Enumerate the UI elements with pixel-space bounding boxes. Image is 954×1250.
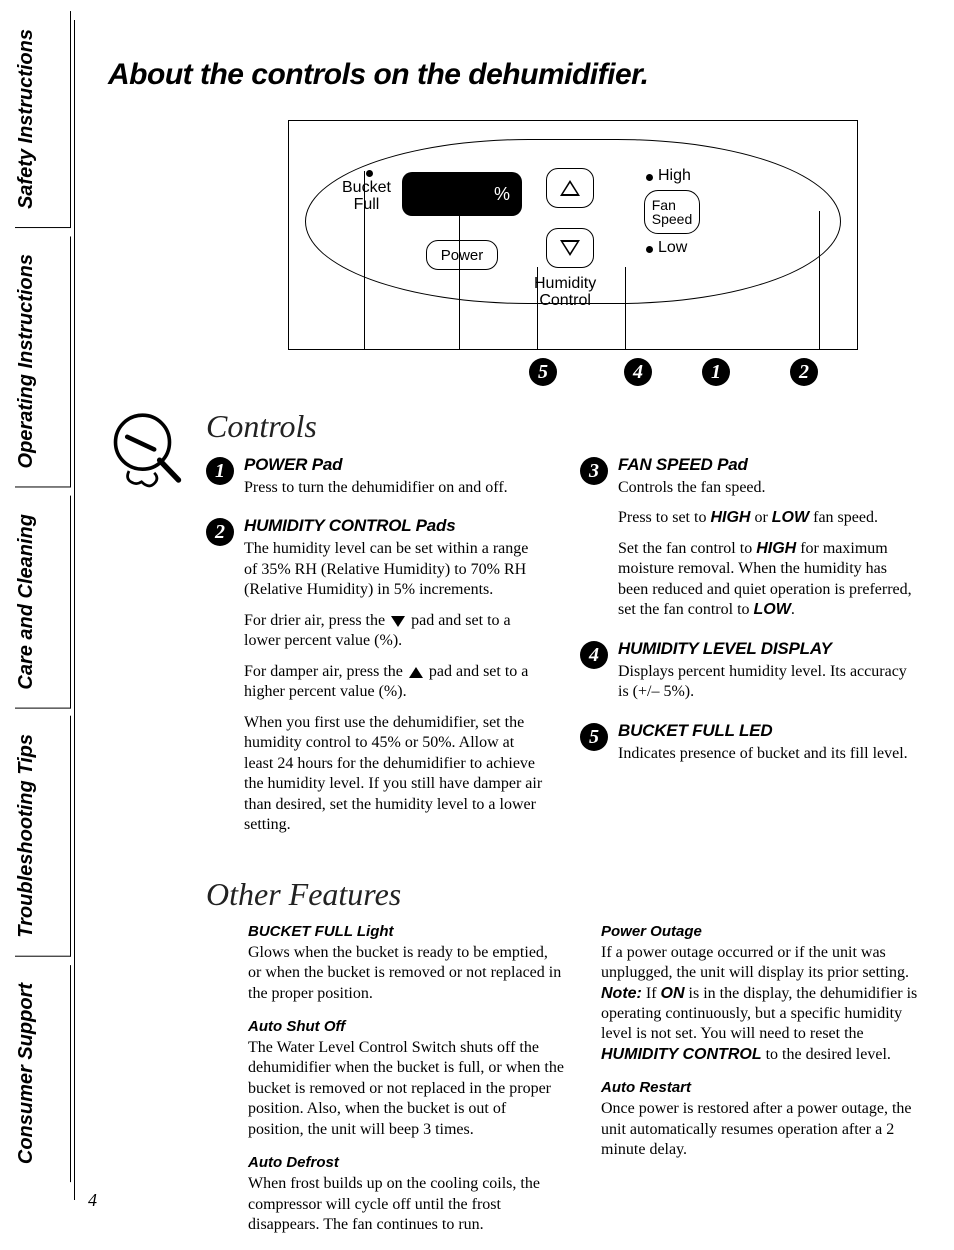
feat-bucket-full-text: Glows when the bucket is ready to be emp… — [248, 943, 565, 1004]
humidity-para-3: For damper air, press the pad and set to… — [244, 662, 544, 703]
triangle-down-icon — [391, 616, 405, 627]
leader-5 — [364, 171, 365, 349]
triangle-down-icon — [560, 240, 580, 256]
fan-speed-p2: Press to set to HIGH or LOW fan speed. — [618, 508, 918, 528]
fan-speed-button[interactable]: Fan Speed — [644, 190, 700, 234]
badge-4: 4 — [580, 641, 608, 669]
feat-power-outage-title: Power Outage — [601, 923, 918, 940]
fan-speed-p3: Set the fan control to HIGH for maximum … — [618, 539, 918, 621]
humidity-para-2: For drier air, press the pad and set to … — [244, 611, 544, 652]
feat-bucket-full-title: BUCKET FULL Light — [248, 923, 565, 940]
callout-2: 2 — [790, 358, 818, 386]
low-label: Low — [658, 240, 687, 257]
other-features-heading: Other Features — [206, 876, 918, 913]
bucket-full-label: Bucket Full — [342, 180, 391, 214]
power-button[interactable]: Power — [426, 240, 498, 270]
control-panel-diagram: Bucket Full % Power Humidity Control Hig… — [288, 120, 858, 400]
controls-heading: Controls — [206, 408, 918, 445]
leader-4 — [459, 203, 460, 349]
humidity-display-title: HUMIDITY LEVEL DISPLAY — [618, 639, 918, 659]
leader-1 — [537, 267, 538, 349]
tab-consumer-support: Consumer Support — [15, 965, 71, 1182]
humidity-para-4: When you first use the dehumidifier, set… — [244, 713, 544, 836]
badge-1: 1 — [206, 457, 234, 485]
humidity-para-1: The humidity level can be set within a r… — [244, 539, 544, 600]
badge-5: 5 — [580, 723, 608, 751]
fan-speed-p1: Controls the fan speed. — [618, 478, 918, 498]
bucket-led-title: BUCKET FULL LED — [618, 721, 918, 741]
divider-line — [74, 20, 75, 1200]
bucket-full-led-dot — [366, 170, 373, 177]
humidity-display-text: Displays percent humidity level. Its acc… — [618, 662, 918, 703]
badge-3: 3 — [580, 457, 608, 485]
humidity-control-label: Humidity Control — [534, 276, 596, 310]
feat-auto-defrost-title: Auto Defrost — [248, 1154, 565, 1171]
power-pad-text: Press to turn the dehumidifier on and of… — [244, 478, 544, 498]
feat-auto-restart-text: Once power is restored after a power out… — [601, 1099, 918, 1160]
humidity-up-button[interactable] — [546, 168, 594, 208]
high-led-dot — [646, 174, 653, 181]
tab-troubleshooting: Troubleshooting Tips — [15, 716, 71, 957]
badge-2: 2 — [206, 518, 234, 546]
low-led-dot — [646, 246, 653, 253]
feat-auto-restart-title: Auto Restart — [601, 1079, 918, 1096]
high-label: High — [658, 168, 691, 185]
page-title: About the controls on the dehumidifier. — [108, 58, 918, 92]
page-number: 4 — [88, 1190, 97, 1211]
side-nav-tabs: Consumer Support Troubleshooting Tips Ca… — [15, 40, 71, 1190]
fan-speed-title: FAN SPEED Pad — [618, 455, 918, 475]
humidity-down-button[interactable] — [546, 228, 594, 268]
bucket-led-text: Indicates presence of bucket and its fil… — [618, 744, 918, 764]
feat-auto-defrost-text: When frost builds up on the cooling coil… — [248, 1174, 565, 1235]
callout-1: 1 — [702, 358, 730, 386]
callout-4: 4 — [624, 358, 652, 386]
tab-safety: Safety Instructions — [15, 11, 71, 228]
feat-power-outage-text: If a power outage occurred or if the uni… — [601, 943, 918, 1066]
feat-auto-shutoff-text: The Water Level Control Switch shuts off… — [248, 1038, 565, 1140]
leader-2 — [625, 267, 626, 349]
tab-operating: Operating Instructions — [15, 236, 71, 487]
tab-care-cleaning: Care and Cleaning — [15, 496, 71, 709]
feat-auto-shutoff-title: Auto Shut Off — [248, 1018, 565, 1035]
leader-3 — [819, 211, 820, 349]
triangle-up-icon — [560, 180, 580, 196]
triangle-up-icon — [409, 667, 423, 678]
humidity-display: % — [402, 172, 522, 216]
callout-5: 5 — [529, 358, 557, 386]
power-pad-title: POWER Pad — [244, 455, 544, 475]
humidity-pads-title: HUMIDITY CONTROL Pads — [244, 516, 544, 536]
